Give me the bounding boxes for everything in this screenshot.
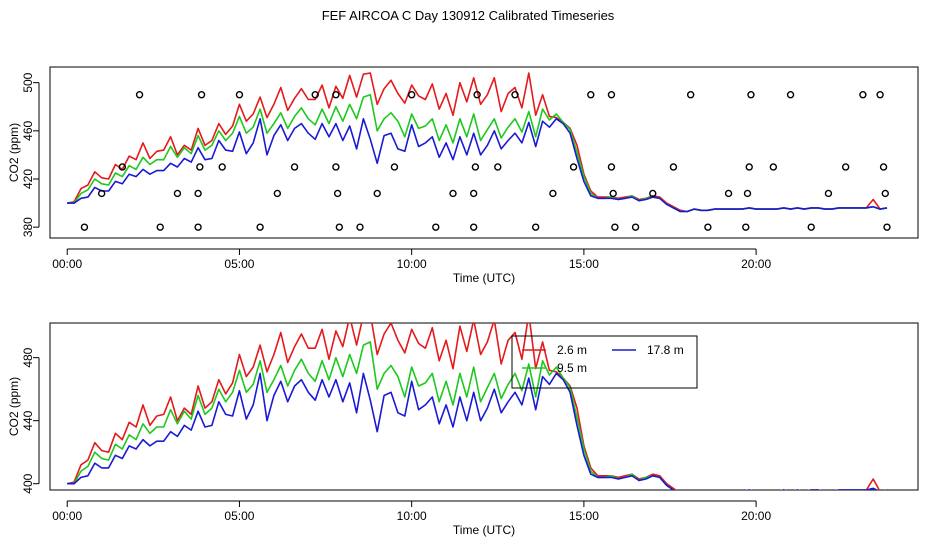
bottom-x-axis-label: Time (UTC) xyxy=(453,523,515,537)
flag-marker xyxy=(273,189,282,198)
flag-marker xyxy=(747,90,755,99)
bottom-x-tick-label: 00:00 xyxy=(52,509,82,523)
flag-marker xyxy=(333,189,342,198)
flag-marker xyxy=(194,223,202,231)
top-x-tick-label: 15:00 xyxy=(569,257,599,271)
flag-marker xyxy=(881,189,889,198)
bottom-series-9-5m-line xyxy=(67,341,887,490)
flag-marker xyxy=(197,90,206,99)
bottom-series-17-8m-line xyxy=(67,372,887,490)
flag-marker xyxy=(156,223,164,231)
bottom-y-axis-label: CO2 (ppm) xyxy=(7,377,21,436)
flag-marker xyxy=(373,189,381,198)
top-x-axis-label: Time (UTC) xyxy=(453,271,515,285)
flag-marker xyxy=(859,90,867,99)
flag-marker xyxy=(876,90,884,99)
flag-marker xyxy=(745,163,753,171)
flag-marker xyxy=(135,90,144,99)
flag-marker xyxy=(390,163,399,171)
legend-box xyxy=(511,335,698,389)
top-y-tick-label: 380 xyxy=(21,217,35,237)
flag-marker xyxy=(511,90,519,99)
top-x-tick-label: 05:00 xyxy=(224,257,254,271)
bottom-plot-frame xyxy=(49,322,919,491)
bottom-y-tick-label: 400 xyxy=(21,473,35,493)
top-panel: 00:00 05:00 10:00 15:00 20:00 Time (UTC) 380 42… xyxy=(7,66,919,285)
flag-marker xyxy=(841,163,850,171)
flag-marker xyxy=(235,90,244,99)
bottom-series-2-6m-line xyxy=(67,323,887,490)
flag-marker xyxy=(332,90,340,99)
flag-marker xyxy=(471,163,480,171)
flag-marker xyxy=(196,163,204,171)
flag-marker xyxy=(469,189,478,198)
flag-marker xyxy=(469,223,478,231)
legend: 2.6 m 9.5 m 17.8 m xyxy=(511,335,698,389)
flag-marker xyxy=(569,163,578,171)
flag-marker xyxy=(769,163,778,171)
flag-marker xyxy=(587,90,595,99)
flag-marker xyxy=(607,90,616,99)
flag-marker xyxy=(473,90,481,99)
flag-marker xyxy=(686,90,695,99)
flag-marker xyxy=(97,189,106,198)
bottom-x-tick-label: 20:00 xyxy=(741,509,771,523)
flag-marker xyxy=(80,223,89,231)
flag-marker xyxy=(743,189,752,198)
flag-marker xyxy=(631,223,640,231)
flag-marker xyxy=(356,223,364,231)
bottom-y-tick-label: 440 xyxy=(21,410,35,430)
figure-title: FEF AIRCOA C Day 130912 Calibrated Times… xyxy=(321,8,615,23)
bottom-x-tick-label: 15:00 xyxy=(569,509,599,523)
flag-marker xyxy=(609,189,617,198)
legend-label-9-5m: 9.5 m xyxy=(557,361,587,375)
top-y-tick-label: 500 xyxy=(21,72,35,92)
flag-marker xyxy=(407,90,416,99)
flag-marker xyxy=(883,223,891,231)
flag-marker xyxy=(256,223,264,231)
flag-marker xyxy=(669,163,678,171)
flag-marker xyxy=(607,163,616,171)
flag-marker xyxy=(611,223,619,231)
flag-marker xyxy=(531,223,540,231)
bottom-x-tick-label: 10:00 xyxy=(397,509,427,523)
bottom-panel: 00:00 05:00 10:00 15:00 20:00 Time (UTC) 400 44… xyxy=(7,322,919,537)
bottom-x-tick-label: 05:00 xyxy=(224,509,254,523)
flag-marker xyxy=(311,90,319,99)
flag-marker xyxy=(449,189,457,198)
bottom-y-tick-label: 480 xyxy=(21,347,35,367)
top-x-tick-label: 00:00 xyxy=(52,257,82,271)
top-series-17-8m-line xyxy=(67,118,888,213)
flag-marker xyxy=(432,223,440,231)
flag-marker xyxy=(742,223,750,231)
flag-marker xyxy=(494,163,502,171)
top-y-axis-label: CO2 (ppm) xyxy=(7,123,21,182)
top-y-tick-label: 460 xyxy=(21,120,35,140)
top-x-tick-label: 10:00 xyxy=(397,257,427,271)
flag-marker xyxy=(173,189,182,198)
flag-marker xyxy=(549,189,557,198)
flag-marker xyxy=(704,223,712,231)
top-plot-frame xyxy=(49,66,919,239)
top-y-tick-label: 420 xyxy=(21,169,35,189)
flag-marker xyxy=(332,163,340,171)
flag-marker xyxy=(118,163,127,171)
flag-marker xyxy=(649,189,657,198)
top-x-tick-label: 20:00 xyxy=(741,257,771,271)
legend-label-17-8m: 17.8 m xyxy=(647,343,684,357)
legend-label-2-6m: 2.6 m xyxy=(557,343,587,357)
flag-marker xyxy=(290,163,299,171)
flag-marker xyxy=(218,163,226,171)
flag-marker xyxy=(194,189,202,198)
flag-marker xyxy=(824,189,833,198)
flag-marker xyxy=(879,163,888,171)
flag-marker xyxy=(786,90,795,99)
flag-marker xyxy=(724,189,733,198)
flag-marker xyxy=(335,223,344,231)
flag-marker xyxy=(807,223,815,231)
